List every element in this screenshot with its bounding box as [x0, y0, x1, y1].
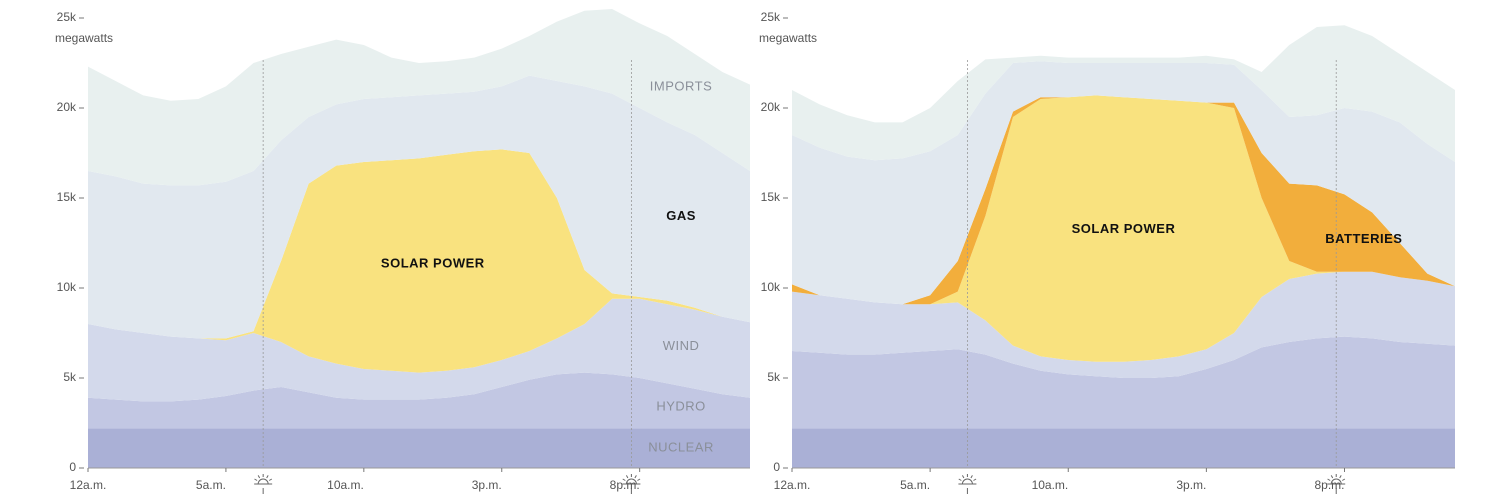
y-tick-label: 5k — [63, 370, 77, 384]
area — [88, 149, 750, 373]
x-tick-label: 8p.m. — [1314, 478, 1344, 492]
sun-half — [625, 478, 637, 485]
series-label: HYDRO — [656, 399, 705, 414]
x-tick-label: 12a.m. — [70, 478, 107, 492]
x-tick-label: 5a.m. — [196, 478, 226, 492]
y-tick-label: 10k — [57, 280, 77, 294]
sun-ray — [622, 478, 626, 481]
sun-ray — [970, 475, 973, 479]
sun-half — [961, 478, 973, 485]
area — [792, 61, 1455, 305]
area — [88, 372, 750, 429]
sun-ray — [958, 478, 962, 481]
x-tick-label: 8p.m. — [610, 478, 640, 492]
x-tick-label: 5a.m. — [900, 478, 930, 492]
area — [792, 336, 1455, 429]
chart-panel: 0 5k 10k 15k 20k 25k megawatts 12a.m. 5a.m. 10a.m… — [55, 9, 750, 494]
sun-ray — [637, 478, 641, 481]
sun-half — [257, 478, 269, 485]
area — [792, 271, 1455, 378]
y-tick-label: 10k — [761, 280, 781, 294]
area — [88, 298, 750, 402]
series-label: SOLAR POWER — [1072, 221, 1176, 236]
y-tick-label: 0 — [773, 460, 780, 474]
y-tick-label: 20k — [57, 100, 77, 114]
sun-ray — [257, 475, 261, 479]
area — [88, 428, 750, 468]
series-label: GAS — [666, 208, 696, 223]
y-tick-label: 25k — [761, 10, 781, 24]
sun-ray — [973, 478, 977, 481]
y-tick-label: 20k — [761, 100, 781, 114]
sun-ray — [961, 475, 965, 479]
area — [792, 95, 1455, 362]
sun-ray — [1330, 475, 1334, 479]
area — [88, 75, 750, 339]
y-tick-label: 15k — [57, 190, 77, 204]
sun-icon — [958, 474, 977, 494]
area — [88, 9, 750, 186]
series-label: IMPORTS — [650, 78, 713, 93]
x-tick-label: 10a.m. — [327, 478, 364, 492]
series-label: BATTERIES — [1325, 231, 1402, 246]
sun-ray — [254, 478, 258, 481]
sun-icon — [622, 474, 641, 494]
y-tick-label: 5k — [767, 370, 781, 384]
x-tick-label: 3p.m. — [1176, 478, 1206, 492]
x-tick-label: 3p.m. — [472, 478, 502, 492]
y-unit: megawatts — [759, 31, 817, 45]
series-label: NUCLEAR — [648, 440, 714, 455]
y-unit: megawatts — [55, 31, 113, 45]
y-tick-label: 15k — [761, 190, 781, 204]
x-tick-label: 12a.m. — [774, 478, 811, 492]
sun-ray — [268, 478, 273, 481]
series-label: SOLAR POWER — [381, 256, 485, 271]
sun-ray — [1327, 478, 1331, 481]
sun-half — [1330, 478, 1342, 485]
sun-ray — [266, 475, 269, 479]
sun-ray — [1339, 475, 1342, 479]
chart-panel: 0 5k 10k 15k 20k 25k megawatts 12a.m. 5a.m. 10a.m… — [759, 10, 1455, 494]
y-tick-label: 0 — [69, 460, 76, 474]
area — [792, 428, 1455, 468]
y-tick-label: 25k — [57, 10, 77, 24]
series-label: WIND — [663, 338, 700, 353]
area — [792, 25, 1455, 163]
sun-ray — [625, 475, 629, 479]
area — [792, 95, 1455, 305]
sun-ray — [1342, 478, 1346, 481]
sun-icon — [254, 474, 273, 494]
sun-icon — [1327, 474, 1346, 494]
sun-ray — [634, 475, 637, 479]
x-tick-label: 10a.m. — [1032, 478, 1069, 492]
